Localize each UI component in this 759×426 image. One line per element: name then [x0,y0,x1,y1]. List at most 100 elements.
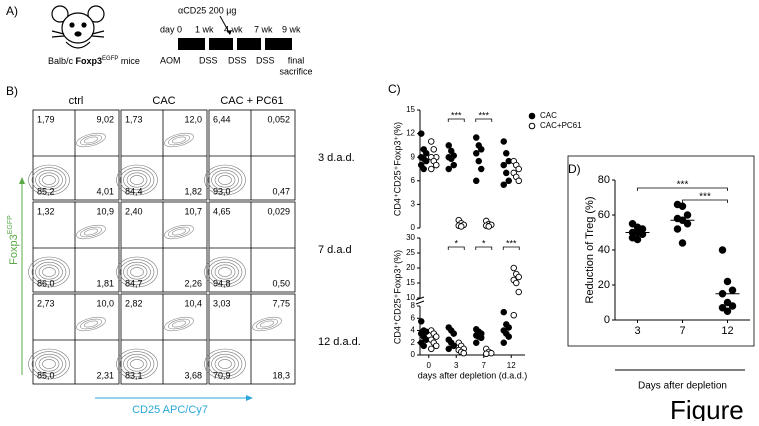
facs-plot [120,201,208,293]
quadrant-value: 10,4 [184,298,202,308]
timepoint: day 0 [160,24,182,34]
y-tick-label: 9 [411,152,416,161]
contour [211,169,239,191]
significance-bracket [475,118,493,122]
quadrant-value: 9,02 [96,114,114,124]
data-point [478,165,485,173]
contour [252,316,282,332]
y-axis-label: CD4⁺CD25⁺Foxp3⁺(%) [392,122,402,216]
data-point [423,157,430,165]
x-tick-label: 0 [427,361,432,370]
contour [218,175,232,185]
arrow-head [246,395,253,401]
quadrant-value: 1,82 [184,186,202,196]
quadrant-value: 83,1 [125,370,143,380]
y-tick-label: 15 [406,278,415,287]
contour [119,351,155,377]
quadrant-value: 2,73 [37,298,55,308]
contour [204,256,246,288]
quadrant-value: 2,26 [184,278,202,288]
contour [28,256,70,288]
data-point [450,342,458,350]
contour [207,167,243,193]
significance-bracket [475,246,493,250]
x-tick-label: 7 [679,325,685,337]
y-tick-label: 15 [406,105,415,114]
x-axis-label: CD25 APC/Cy7 [132,404,208,416]
data-point [423,150,430,157]
timepoint: 7 wk [254,24,273,34]
contour [214,172,236,188]
y-tick-label: 20 [406,263,415,272]
contour [119,259,155,285]
contour [211,353,239,375]
significance-bracket [637,187,728,191]
x-tick-label: 12 [507,361,516,370]
legend-label: CAC+PC61 [540,121,582,130]
row-label: 12 d.a.d. [318,336,361,348]
data-point [475,157,483,165]
y-axis-sup: EGFP [7,215,14,234]
data-point [500,181,508,188]
quadrant-value: 0,029 [267,206,290,216]
contour [42,359,56,369]
data-point [420,342,428,350]
quadrant-value: 70,9 [213,370,231,380]
significance-label: * [482,238,486,248]
data-point [500,339,508,347]
contour [31,167,67,193]
data-point [450,330,458,337]
contour [171,136,187,144]
quadrant-value: 85,2 [37,186,55,196]
data-point [515,165,523,173]
timepoint: 9 wk [282,24,301,34]
data-point [428,138,435,145]
facs-plot [32,201,120,293]
mouse-icon [51,5,105,49]
data-point [628,219,637,228]
data-point [678,202,687,210]
y-tick-label: 3 [411,200,416,209]
data-point [430,146,438,153]
row-label: 3 d.a.d. [318,152,355,164]
contour [164,316,194,332]
data-point [723,298,732,307]
quadrant-value: 1,73 [125,114,143,124]
significance-label: * [454,238,458,248]
contour [126,172,148,188]
quadrant-value: 18,3 [272,370,290,380]
panel-label: B) [6,84,18,98]
y-tick-label: 80 [598,174,610,186]
contour [119,167,155,193]
significance-label: *** [699,192,711,203]
contour [28,164,70,196]
data-point [478,146,485,153]
data-point [473,339,480,347]
quadrant-value: 0,50 [272,278,290,288]
data-point [500,161,508,169]
x-tick-label: 3 [454,361,459,370]
contour [168,134,190,146]
facs-grid: ctrl CAC CAC + PC61 3 d.a.d. 1,79 9,02 85,2 4,0… [28,95,361,385]
contour [35,261,63,283]
contour [259,320,275,328]
contour [42,175,56,185]
data-point [448,155,455,163]
contour [76,132,106,148]
contour [83,136,99,144]
x-axis-label: days after depletion (d.a.d.) [418,370,528,380]
contour [31,259,67,285]
y-tick-label: 8 [411,301,416,310]
quadrant-value: 7,75 [272,298,290,308]
data-point [473,134,480,141]
y-axis-label: CD4⁺CD25⁺Foxp3⁺(%) [392,250,402,344]
significance-label: *** [506,238,517,248]
quadrant-value: 0,47 [272,186,290,196]
quadrant-value: 2,40 [125,206,143,216]
data-point [718,304,727,312]
significance-label: *** [478,110,489,120]
contour [168,226,190,238]
facs-plot [120,109,208,201]
timepoint: 1 wk [195,24,214,34]
data-point [460,349,468,357]
